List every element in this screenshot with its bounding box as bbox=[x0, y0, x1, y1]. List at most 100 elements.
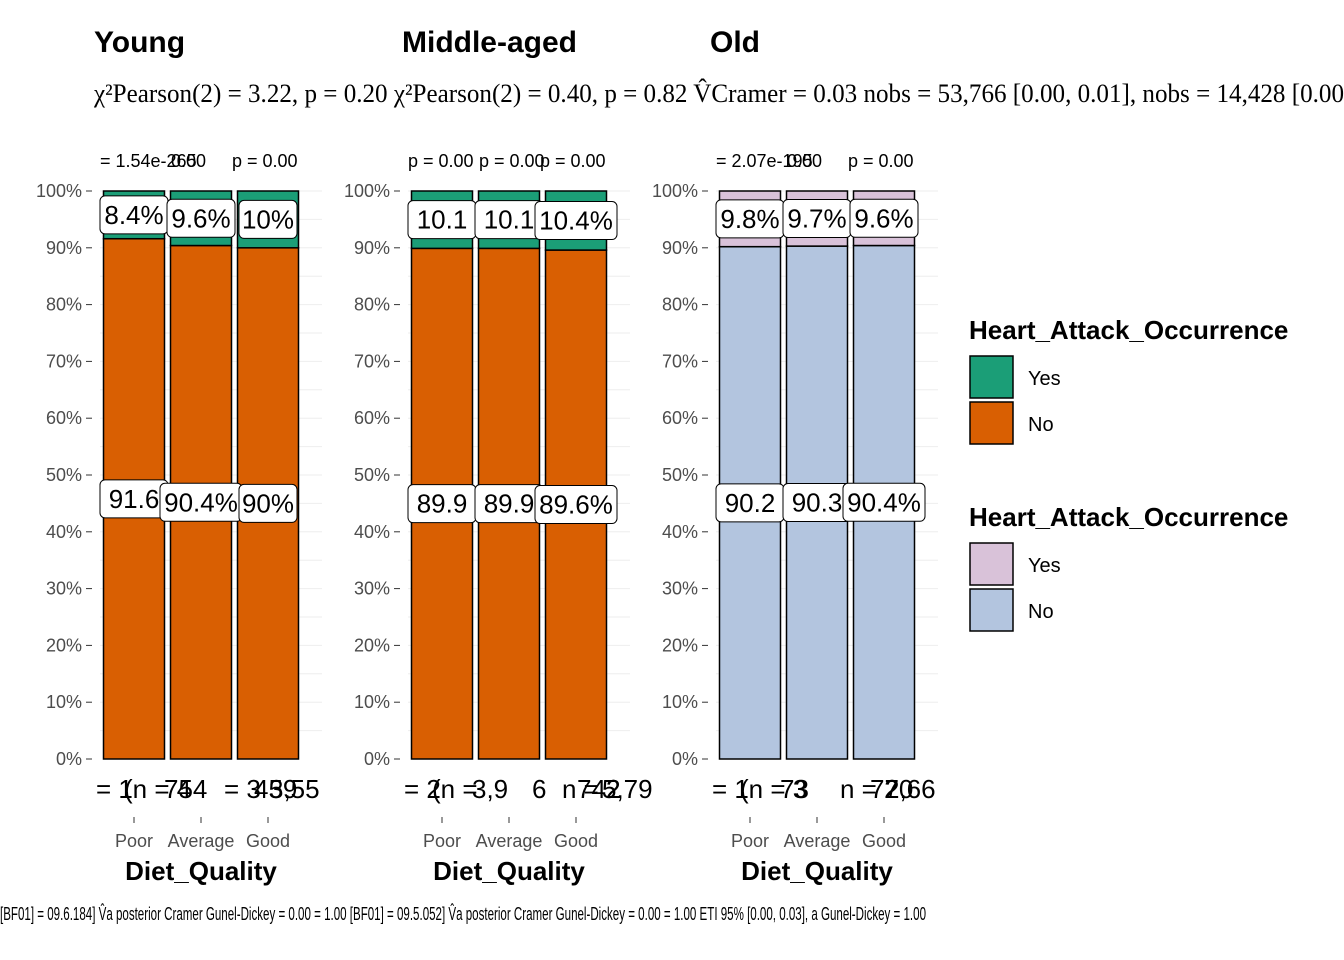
data-label-yes-box bbox=[534, 201, 618, 241]
y-tick-label: 70% bbox=[354, 351, 390, 371]
x-tick-label: Poor bbox=[115, 831, 153, 851]
data-label-no: 89.9 bbox=[417, 489, 468, 519]
data-label-no: 90% bbox=[242, 488, 294, 518]
y-tick-label: 0% bbox=[672, 749, 698, 769]
pvalue-label: 0.00 bbox=[787, 151, 822, 171]
legend-title: Heart_Attack_Occurrence bbox=[969, 315, 1288, 345]
data-label-yes: 8.4% bbox=[104, 200, 163, 230]
sample-size-label: 5,79 bbox=[602, 774, 653, 804]
x-tick-label: Good bbox=[862, 831, 906, 851]
sample-size-label: 459 bbox=[254, 774, 297, 804]
y-tick-label: 0% bbox=[56, 749, 82, 769]
data-label-yes-box bbox=[238, 199, 298, 239]
data-label-yes: 10.4% bbox=[539, 206, 613, 236]
x-axis-label: Diet_Quality bbox=[741, 856, 893, 886]
y-tick-label: 100% bbox=[652, 181, 698, 201]
data-label-yes: 10% bbox=[242, 204, 294, 234]
data-label-no: 90.4% bbox=[164, 487, 238, 517]
sample-size-label: 3,55 bbox=[269, 774, 320, 804]
data-label-no-box bbox=[534, 485, 618, 525]
y-tick-label: 90% bbox=[46, 238, 82, 258]
pvalue-label: p = 0.00 bbox=[848, 151, 914, 171]
data-label-no: 89.9 bbox=[484, 489, 535, 519]
x-tick-label: Average bbox=[784, 831, 851, 851]
x-tick-label: Good bbox=[246, 831, 290, 851]
y-tick-label: 20% bbox=[354, 635, 390, 655]
y-tick-label: 90% bbox=[662, 238, 698, 258]
panel-title: Young bbox=[94, 26, 185, 59]
data-label-no: 90.4% bbox=[847, 487, 921, 517]
legends: Heart_Attack_OccurrenceYesNoHeart_Attack… bbox=[969, 315, 1288, 632]
sample-size-label: 6 bbox=[532, 774, 546, 804]
pvalue-label: p = 0.00 bbox=[408, 151, 474, 171]
sample-size-label: n = 2 bbox=[562, 774, 621, 804]
legend-key-no bbox=[969, 401, 1014, 445]
y-tick-label: 80% bbox=[354, 295, 390, 315]
legend-key-yes bbox=[969, 542, 1014, 586]
sample-size-label: 742 bbox=[577, 774, 620, 804]
y-tick-label: 80% bbox=[46, 295, 82, 315]
y-tick-label: 40% bbox=[46, 522, 82, 542]
y-tick-label: 70% bbox=[662, 351, 698, 371]
x-axis-label: Diet_Quality bbox=[433, 856, 585, 886]
y-tick-label: 30% bbox=[662, 579, 698, 599]
sample-size-label: (n = 4 bbox=[124, 774, 191, 804]
data-label-yes: 9.7% bbox=[787, 204, 846, 234]
y-tick-label: 30% bbox=[46, 579, 82, 599]
data-label-no-box bbox=[238, 483, 298, 523]
y-tick-label: 70% bbox=[46, 351, 82, 371]
data-label-yes: 9.6% bbox=[854, 203, 913, 233]
sample-size-label: n = 2 bbox=[840, 774, 899, 804]
y-tick-label: 20% bbox=[662, 635, 698, 655]
panel-title: Old bbox=[710, 26, 760, 59]
pvalue-label: = 2.07e-195 bbox=[716, 151, 813, 171]
sample-size-label: = 3 bbox=[224, 774, 261, 804]
pvalue-label: p = 0.00 bbox=[540, 151, 606, 171]
y-tick-label: 40% bbox=[354, 522, 390, 542]
sample-size-label: = 1 bbox=[712, 774, 749, 804]
data-label-no: 89.6% bbox=[539, 490, 613, 520]
data-label-no: 91.6 bbox=[109, 484, 160, 514]
overlapping-subtitle-row: χ²Pearson(2) = 3.22, p = 0.20 χ²Pearson(… bbox=[93, 79, 1344, 108]
y-tick-label: 10% bbox=[354, 692, 390, 712]
y-tick-label: 90% bbox=[354, 238, 390, 258]
y-tick-label: 100% bbox=[344, 181, 390, 201]
data-label-yes: 10.1 bbox=[417, 205, 468, 235]
data-label-yes-box bbox=[849, 198, 919, 238]
sample-size-label: (n = 3 bbox=[740, 774, 807, 804]
y-tick-label: 10% bbox=[662, 692, 698, 712]
y-tick-label: 50% bbox=[46, 465, 82, 485]
y-tick-label: 10% bbox=[46, 692, 82, 712]
overlapping-caption-row: [BF01] = 09.6.184] V̂a posterior Cramer … bbox=[0, 903, 926, 924]
x-tick-label: Average bbox=[476, 831, 543, 851]
sample-size-label: = 2 bbox=[404, 774, 441, 804]
y-tick-label: 60% bbox=[354, 408, 390, 428]
data-label-no: 90.2 bbox=[725, 488, 776, 518]
sample-size-label: 770 bbox=[870, 774, 913, 804]
y-tick-label: 60% bbox=[662, 408, 698, 428]
data-label-yes: 10.1 bbox=[484, 205, 535, 235]
sample-size-label: 2,66 bbox=[885, 774, 936, 804]
legend-2: Heart_Attack_Occurrence Yes No bbox=[969, 502, 1288, 632]
y-tick-label: 20% bbox=[46, 635, 82, 655]
panel-title: Middle-aged bbox=[402, 26, 577, 59]
y-tick-label: 80% bbox=[662, 295, 698, 315]
legend-key-yes bbox=[969, 355, 1014, 399]
sample-size-label: 754 bbox=[164, 774, 207, 804]
x-tick-label: Poor bbox=[731, 831, 769, 851]
y-tick-label: 50% bbox=[662, 465, 698, 485]
pvalue-label: p = 0.00 bbox=[232, 151, 298, 171]
legend-label: Yes bbox=[1028, 368, 1061, 390]
legend-label: No bbox=[1028, 601, 1054, 623]
legend-label: Yes bbox=[1028, 555, 1061, 577]
data-label-yes: 9.6% bbox=[171, 203, 230, 233]
x-tick-label: Average bbox=[168, 831, 235, 851]
legend-label: No bbox=[1028, 414, 1054, 436]
data-label-yes-box bbox=[166, 198, 236, 238]
data-label-no: 90.3 bbox=[792, 488, 843, 518]
y-tick-label: 40% bbox=[662, 522, 698, 542]
